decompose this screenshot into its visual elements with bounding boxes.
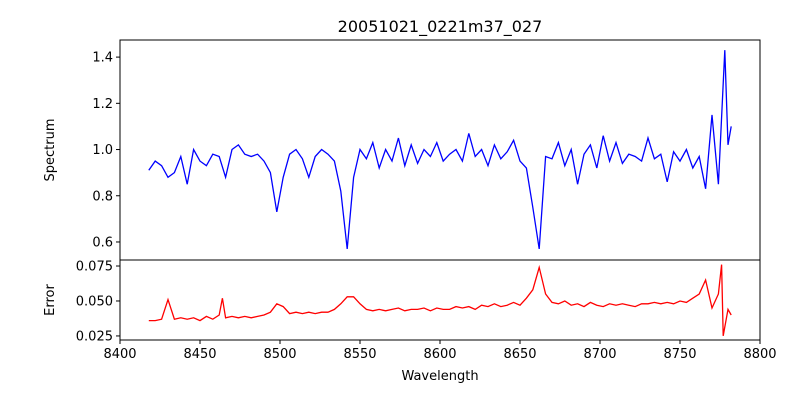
x-tick-label: 8650 (503, 347, 536, 362)
error-series-line (148, 264, 732, 337)
axes-frame (119, 259, 761, 341)
x-tick-label: 8700 (583, 347, 616, 362)
x-axis-label: Wavelength (401, 369, 478, 384)
x-tick-label: 8450 (183, 347, 216, 362)
x-tick-label: 8750 (663, 347, 696, 362)
x-tick-label: 8500 (263, 347, 296, 362)
chart-title: 20051021_0221m37_027 (338, 17, 543, 37)
x-tick-label: 8600 (423, 347, 456, 362)
y-tick-label: 1.0 (92, 143, 113, 158)
spectrum-series-line (148, 50, 732, 249)
spectrum-axes: 0.6 0.8 1.0 1.2 1.4 (92, 39, 761, 261)
spectrum-y-label: Spectrum (43, 119, 58, 182)
y-tick-label: 0.6 (92, 235, 113, 250)
y-tick-label: 1.4 (92, 51, 113, 66)
y-tick-label: 0.8 (92, 189, 113, 204)
x-tick-label: 8800 (743, 347, 776, 362)
y-tick-label: 0.075 (76, 260, 113, 275)
x-tick-label: 8550 (343, 347, 376, 362)
y-tick-label: 0.025 (76, 329, 113, 344)
error-y-label: Error (43, 284, 58, 316)
x-tick-label: 8400 (103, 347, 136, 362)
y-tick-label: 1.2 (92, 97, 113, 112)
y-tick-label: 0.050 (76, 294, 113, 309)
error-axes: 0.025 0.050 0.075 8400 8450 8500 8550 8600 8650 8… (76, 259, 777, 362)
